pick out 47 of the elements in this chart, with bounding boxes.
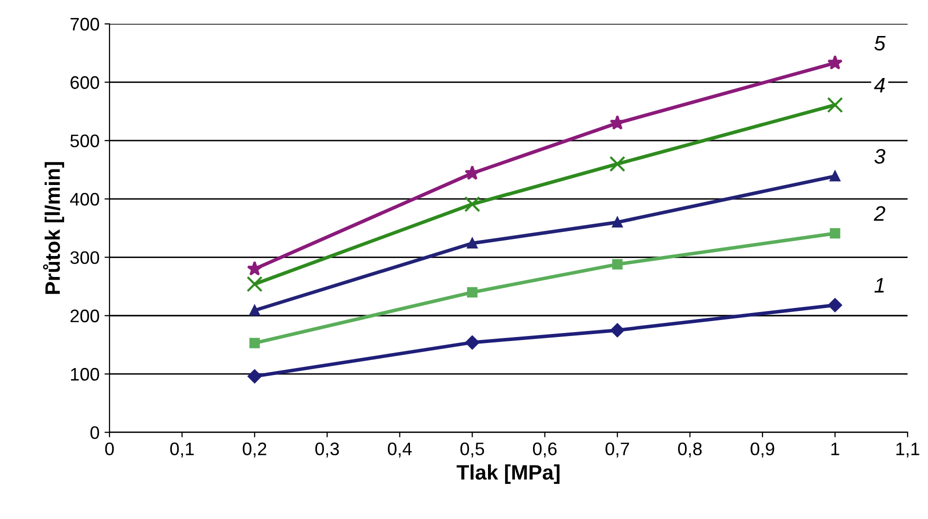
x-tick-label: 0,2 bbox=[242, 442, 266, 458]
point bbox=[248, 369, 262, 384]
y-tick-label: 100 bbox=[71, 368, 100, 381]
x-tick-label: 0,8 bbox=[678, 442, 702, 458]
y-tick-label: 400 bbox=[70, 192, 100, 206]
y-tick-label: 500 bbox=[70, 134, 100, 148]
point bbox=[612, 217, 623, 228]
point bbox=[610, 115, 626, 130]
y-tick-label: 700 bbox=[70, 18, 100, 31]
point bbox=[612, 259, 623, 270]
series-label: 1 bbox=[874, 278, 884, 292]
point bbox=[827, 96, 844, 113]
x-tick-label: 0,1 bbox=[170, 442, 194, 458]
x-tick-label: 0,7 bbox=[606, 442, 630, 458]
series-label: 3 bbox=[874, 148, 886, 164]
x-tick-label: 0,6 bbox=[532, 442, 557, 458]
y-tick-label: 200 bbox=[70, 310, 100, 322]
x-tick-label: 0,3 bbox=[315, 442, 339, 458]
y-tick-label: 300 bbox=[70, 251, 100, 264]
x-tick-label: 1 bbox=[831, 442, 840, 456]
point bbox=[249, 305, 260, 316]
point bbox=[830, 228, 840, 239]
point bbox=[465, 336, 480, 350]
series-label: 2 bbox=[874, 206, 886, 221]
x-axis-title: Tlak [MPa] bbox=[456, 464, 560, 484]
point bbox=[609, 156, 626, 172]
x-tick-label: 0 bbox=[105, 442, 114, 456]
point bbox=[467, 238, 478, 248]
point bbox=[464, 165, 480, 180]
point bbox=[467, 287, 478, 298]
point bbox=[246, 260, 262, 276]
series-label: 4 bbox=[874, 78, 885, 92]
point bbox=[464, 196, 480, 212]
x-tick-label: 0,4 bbox=[388, 442, 412, 458]
x-tick-label: 0,9 bbox=[750, 442, 774, 458]
x-tick-label: 0,5 bbox=[460, 442, 484, 458]
x-tick-label: 1,1 bbox=[896, 442, 920, 458]
point bbox=[610, 323, 624, 338]
series-label: 5 bbox=[874, 36, 886, 51]
point bbox=[828, 298, 842, 312]
point bbox=[830, 170, 840, 182]
point bbox=[827, 54, 843, 70]
y-axis-title: Průtok [l/min] bbox=[43, 162, 64, 294]
point bbox=[246, 276, 263, 292]
point bbox=[249, 338, 260, 348]
y-tick-label: 600 bbox=[70, 76, 100, 89]
y-tick-label: 0 bbox=[90, 426, 100, 440]
